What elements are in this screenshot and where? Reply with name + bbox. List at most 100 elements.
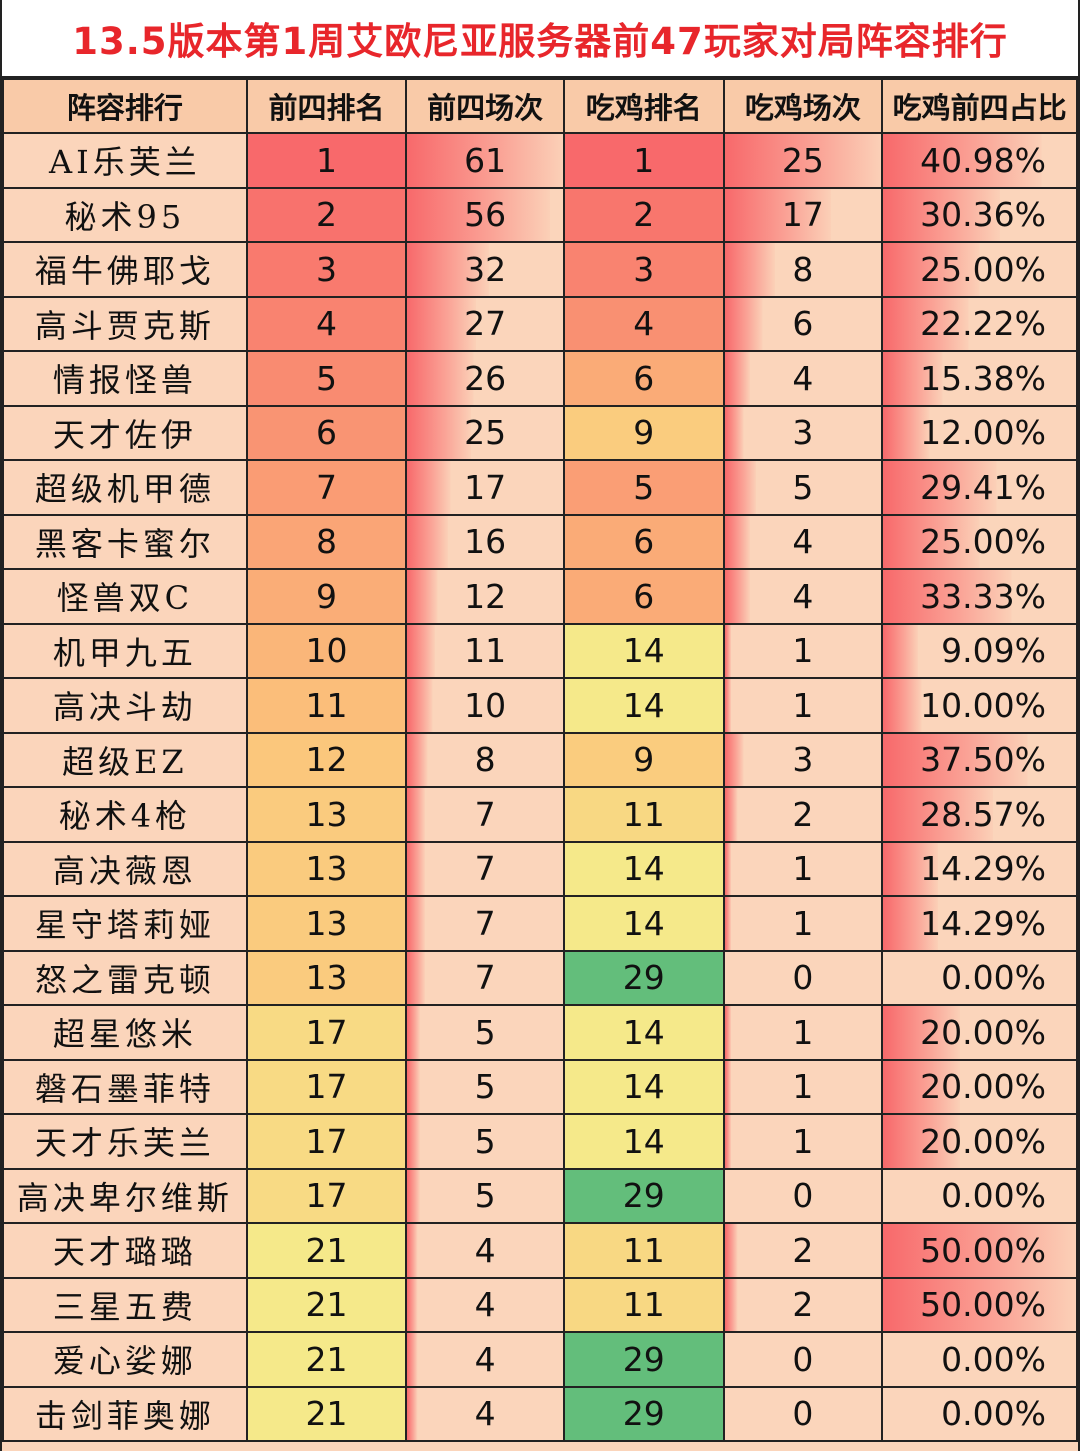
table-row: 天才璐璐 21 4 11 2 50.00% [2,1222,1078,1279]
win-top4-ratio-cell: 20.00% [881,1113,1078,1170]
table-row: 情报怪兽 5 26 6 4 15.38% [2,350,1078,407]
comp-name-cell: 击剑菲奥娜 [2,1385,248,1442]
top4-rank-cell: 1 [245,132,408,189]
win-count-cell: 25 [722,132,884,189]
win-rank-cell: 9 [562,731,725,788]
comp-name-cell: 秘术4枪 [2,786,248,843]
table-body: AI乐芙兰 1 61 1 25 40.98% 秘术95 2 56 2 17 30.36% 福牛佛耶戈 3 3… [2,132,1078,1442]
header-cell: 阵容排行 [2,78,248,134]
comp-name-cell: 三星五费 [2,1276,248,1333]
top4-count-cell: 4 [405,1331,565,1388]
comp-name-cell: 磐石墨菲特 [2,1058,248,1115]
win-count-cell: 8 [722,241,884,298]
top4-rank-cell: 21 [245,1331,408,1388]
win-top4-ratio-cell: 22.22% [881,295,1078,352]
top4-count-cell: 61 [405,132,565,189]
top4-count-cell: 12 [405,568,565,625]
top4-rank-cell: 9 [245,568,408,625]
win-top4-ratio-cell: 14.29% [881,840,1078,897]
comp-name-cell: 情报怪兽 [2,350,248,407]
win-rank-cell: 29 [562,1385,725,1442]
table-row: 天才乐芙兰 17 5 14 1 20.00% [2,1113,1078,1170]
win-rank-cell: 2 [562,186,725,243]
table-row: 超级EZ 12 8 9 3 37.50% [2,731,1078,788]
win-rank-cell: 9 [562,404,725,461]
comp-name-cell: 黑客卡蜜尔 [2,513,248,570]
win-top4-ratio-cell: 20.00% [881,1058,1078,1115]
top4-count-cell: 27 [405,295,565,352]
win-count-cell: 1 [722,840,884,897]
top4-count-cell: 26 [405,350,565,407]
table-row: 击剑菲奥娜 21 4 29 0 0.00% [2,1385,1078,1442]
table-row: 超星悠米 17 5 14 1 20.00% [2,1004,1078,1061]
win-count-cell: 3 [722,404,884,461]
top4-count-cell: 4 [405,1385,565,1442]
chart-title: 13.5版本第1周艾欧尼亚服务器前47玩家对局阵容排行 [2,0,1078,78]
top4-rank-cell: 8 [245,513,408,570]
table-row: 超级机甲德 7 17 5 5 29.41% [2,459,1078,516]
table-row: 秘术4枪 13 7 11 2 28.57% [2,786,1078,843]
table-row: 黑客卡蜜尔 8 16 6 4 25.00% [2,513,1078,570]
win-count-cell: 1 [722,1004,884,1061]
comp-name-cell: 超级机甲德 [2,459,248,516]
win-count-cell: 2 [722,786,884,843]
top4-rank-cell: 12 [245,731,408,788]
top4-count-cell: 56 [405,186,565,243]
win-rank-cell: 6 [562,350,725,407]
win-count-cell: 2 [722,1222,884,1279]
win-top4-ratio-cell: 15.38% [881,350,1078,407]
win-rank-cell: 14 [562,677,725,734]
win-rank-cell: 3 [562,241,725,298]
top4-rank-cell: 13 [245,895,408,952]
table-row: 高斗贾克斯 4 27 4 6 22.22% [2,295,1078,352]
comp-name-cell: 机甲九五 [2,622,248,679]
header-cell: 吃鸡排名 [562,78,725,134]
win-top4-ratio-cell: 50.00% [881,1276,1078,1333]
ranking-table: 阵容排行 前四排名 前四场次 吃鸡排名 吃鸡场次 吃鸡前四占比 AI乐芙兰 1 61… [2,78,1078,1442]
top4-rank-cell: 17 [245,1058,408,1115]
table-row: 高决卑尔维斯 17 5 29 0 0.00% [2,1167,1078,1224]
win-top4-ratio-cell: 20.00% [881,1004,1078,1061]
win-count-cell: 5 [722,459,884,516]
comp-name-cell: 怪兽双C [2,568,248,625]
comp-name-cell: 高决薇恩 [2,840,248,897]
top4-rank-cell: 13 [245,949,408,1006]
win-rank-cell: 6 [562,568,725,625]
win-rank-cell: 5 [562,459,725,516]
win-count-cell: 0 [722,1167,884,1224]
win-top4-ratio-cell: 0.00% [881,1167,1078,1224]
top4-rank-cell: 2 [245,186,408,243]
top4-count-cell: 7 [405,840,565,897]
header-cell: 前四场次 [405,78,565,134]
win-count-cell: 1 [722,677,884,734]
win-count-cell: 1 [722,1113,884,1170]
comp-name-cell: 天才璐璐 [2,1222,248,1279]
win-count-cell: 3 [722,731,884,788]
table-row: 怪兽双C 9 12 6 4 33.33% [2,568,1078,625]
win-top4-ratio-cell: 29.41% [881,459,1078,516]
comp-name-cell: 爱心娑娜 [2,1331,248,1388]
top4-rank-cell: 13 [245,786,408,843]
comp-name-cell: 星守塔莉娅 [2,895,248,952]
win-count-cell: 0 [722,949,884,1006]
header-cell: 前四排名 [245,78,408,134]
table-row: 机甲九五 10 11 14 1 9.09% [2,622,1078,679]
comp-name-cell: 高决斗劫 [2,677,248,734]
win-count-cell: 6 [722,295,884,352]
win-top4-ratio-cell: 40.98% [881,132,1078,189]
top4-count-cell: 8 [405,731,565,788]
comp-name-cell: 福牛佛耶戈 [2,241,248,298]
header-cell: 吃鸡场次 [722,78,884,134]
win-top4-ratio-cell: 28.57% [881,786,1078,843]
top4-rank-cell: 17 [245,1113,408,1170]
top4-count-cell: 5 [405,1004,565,1061]
top4-count-cell: 10 [405,677,565,734]
win-rank-cell: 14 [562,840,725,897]
table-row: 怒之雷克顿 13 7 29 0 0.00% [2,949,1078,1006]
top4-count-cell: 17 [405,459,565,516]
win-rank-cell: 4 [562,295,725,352]
top4-rank-cell: 21 [245,1276,408,1333]
top4-rank-cell: 5 [245,350,408,407]
win-top4-ratio-cell: 0.00% [881,949,1078,1006]
